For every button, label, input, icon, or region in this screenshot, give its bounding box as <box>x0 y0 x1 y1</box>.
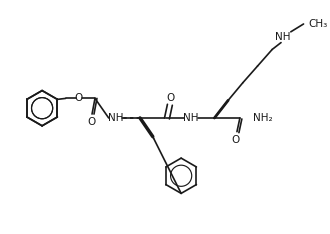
Text: O: O <box>232 135 240 145</box>
Text: CH₃: CH₃ <box>309 19 328 29</box>
Text: O: O <box>74 93 82 103</box>
Text: NH₂: NH₂ <box>253 113 272 123</box>
Text: NH: NH <box>108 113 123 123</box>
Text: NH: NH <box>183 113 199 123</box>
Text: O: O <box>87 117 95 127</box>
Text: O: O <box>166 93 175 103</box>
Text: NH: NH <box>275 32 291 42</box>
